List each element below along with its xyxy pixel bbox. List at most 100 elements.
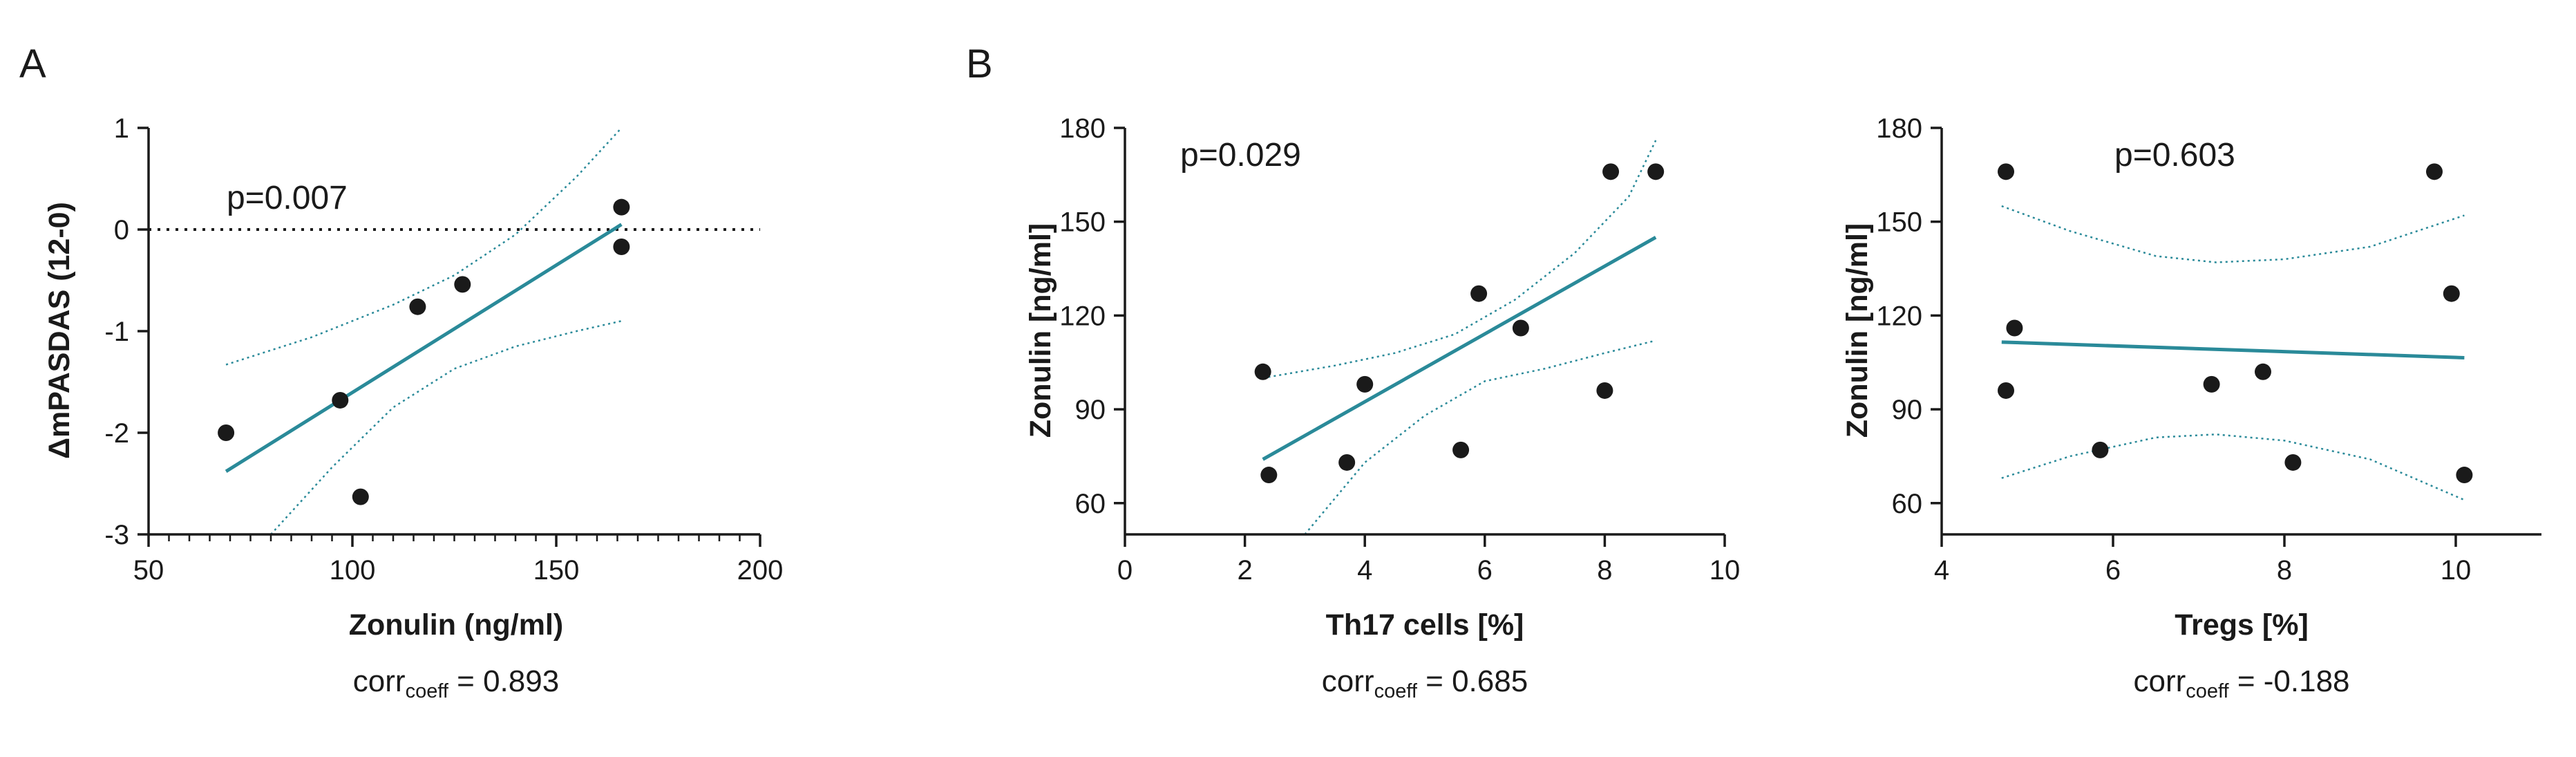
- x-axis-title: Tregs [%]: [2175, 608, 2309, 642]
- p-value-annotation: p=0.007: [227, 180, 348, 216]
- axes-layer: [1931, 127, 2541, 547]
- y-tick-label: 1: [114, 113, 129, 144]
- data-point: [1470, 285, 1488, 302]
- x-axis-title: Zonulin (ng/ml): [349, 608, 563, 642]
- data-point: [1338, 454, 1356, 471]
- x-tick-label: 4: [1934, 555, 1949, 586]
- y-tick-label: 150: [1876, 207, 1922, 238]
- chart-b2-tregs-vs-zonulin: 4 6 8 10 60 90 120 150 180 Tregs [%] Zonulin [n…: [1841, 113, 2541, 702]
- confidence-band-lower: [270, 320, 622, 535]
- panel-letter-a: A: [19, 41, 46, 86]
- data-point: [613, 198, 630, 216]
- x-tick-label: 8: [2277, 555, 2292, 586]
- data-points-layer: [1998, 163, 2473, 484]
- confidence-band-lower: [1304, 339, 1656, 535]
- data-point: [1452, 441, 1470, 458]
- corr-subscript: coeff: [2186, 680, 2229, 702]
- ci-upper-curve: [225, 127, 623, 366]
- x-tick-label: 6: [2105, 555, 2121, 586]
- data-point: [613, 238, 630, 255]
- y-tick-label: 120: [1876, 301, 1922, 331]
- y-tick-label: 60: [1892, 489, 1923, 519]
- correlation-coefficient: corrcoeff = 0.685: [1322, 664, 1528, 702]
- corr-subscript: coeff: [406, 680, 449, 702]
- ci-lower-curve: [2001, 433, 2465, 501]
- data-point: [2255, 363, 2271, 380]
- y-tick-label: 180: [1876, 113, 1922, 144]
- ci-lower-curve: [1304, 339, 1656, 535]
- y-tick-label: -1: [104, 317, 129, 347]
- regression-line: [1262, 236, 1657, 461]
- x-tick-label: 10: [1710, 555, 1741, 586]
- confidence-band-upper: [2001, 205, 2465, 263]
- ci-upper-curve: [2001, 205, 2465, 263]
- y-tick-labels: -3 -2 -1 0 1: [104, 113, 129, 550]
- y-tick-label: -3: [104, 520, 129, 550]
- data-points-layer: [1254, 163, 1665, 484]
- corr-prefix: corr: [2133, 664, 2186, 698]
- corr-prefix: corr: [353, 664, 406, 698]
- x-tick-label: 4: [1357, 555, 1372, 586]
- y-tick-label: -2: [104, 418, 129, 449]
- x-tick-label: 150: [533, 555, 580, 586]
- correlation-coefficient: corrcoeff = -0.188: [2133, 664, 2349, 702]
- y-tick-label: 180: [1059, 113, 1106, 144]
- data-point: [1998, 163, 2014, 180]
- data-point: [409, 298, 426, 315]
- data-point: [2203, 375, 2220, 393]
- data-point: [2443, 285, 2460, 302]
- data-point: [1254, 363, 1271, 380]
- x-tick-labels: 50 100 150 200: [133, 555, 784, 586]
- y-tick-label: 120: [1059, 301, 1106, 331]
- y-axis-title: Zonulin [ng/ml]: [1841, 223, 1874, 438]
- y-tick-labels: 60 90 120 150 180: [1876, 113, 1922, 519]
- confidence-band-upper: [1262, 140, 1657, 380]
- data-point: [352, 488, 369, 505]
- data-point: [2092, 441, 2109, 458]
- x-tick-label: 2: [1237, 555, 1252, 586]
- y-tick-label: 90: [1892, 395, 1923, 425]
- data-point: [1260, 467, 1278, 484]
- data-point: [2426, 163, 2443, 180]
- x-axis-title: Th17 cells [%]: [1326, 608, 1524, 642]
- panel-letter-b: B: [966, 41, 993, 86]
- y-tick-labels: 60 90 120 150 180: [1059, 113, 1106, 519]
- x-tick-label: 100: [330, 555, 376, 586]
- confidence-band-lower: [2001, 433, 2465, 501]
- ci-lower-curve: [270, 320, 622, 535]
- x-tick-label: 50: [133, 555, 164, 586]
- corr-value: = 0.893: [448, 664, 559, 698]
- x-tick-label: 8: [1597, 555, 1612, 586]
- data-point: [1512, 319, 1529, 337]
- regression-line-layer: [2001, 340, 2465, 359]
- y-axis-title: Zonulin [ng/ml]: [1024, 223, 1057, 438]
- corr-prefix: corr: [1322, 664, 1374, 698]
- corr-subscript: coeff: [1374, 680, 1418, 702]
- data-point: [332, 391, 349, 409]
- x-tick-labels: 0 2 4 6 8 10: [1117, 555, 1740, 586]
- x-tick-label: 0: [1117, 555, 1133, 586]
- axes-layer: [138, 127, 761, 547]
- p-value-annotation: p=0.029: [1180, 137, 1301, 174]
- data-point: [2456, 467, 2473, 484]
- y-tick-label: 60: [1075, 489, 1106, 519]
- x-tick-label: 10: [2441, 555, 2472, 586]
- data-point: [1998, 382, 2014, 399]
- data-point: [454, 276, 471, 293]
- chart-a-zonulin-vs-mpasdas: 50 100 150 200 -3 -2 -1 0 1 Zonulin (ng/ml) ΔmP…: [43, 113, 783, 702]
- regression-line-layer: [1262, 236, 1657, 461]
- corr-value: = -0.188: [2229, 664, 2350, 698]
- chart-b1-th17-vs-zonulin: 0 2 4 6 8 10 60 90 120 150 180 Th17 cells [%] Zon…: [1024, 113, 1740, 702]
- data-point: [1647, 163, 1665, 180]
- axes-layer: [1114, 127, 1726, 547]
- y-tick-label: 90: [1075, 395, 1106, 425]
- data-point: [1356, 375, 1374, 393]
- data-points-layer: [218, 198, 630, 505]
- regression-line-layer: [225, 223, 623, 473]
- x-tick-labels: 4 6 8 10: [1934, 555, 2471, 586]
- regression-line: [225, 223, 623, 473]
- y-tick-label: 0: [114, 215, 129, 245]
- data-point: [2006, 319, 2023, 337]
- data-point: [2284, 454, 2302, 471]
